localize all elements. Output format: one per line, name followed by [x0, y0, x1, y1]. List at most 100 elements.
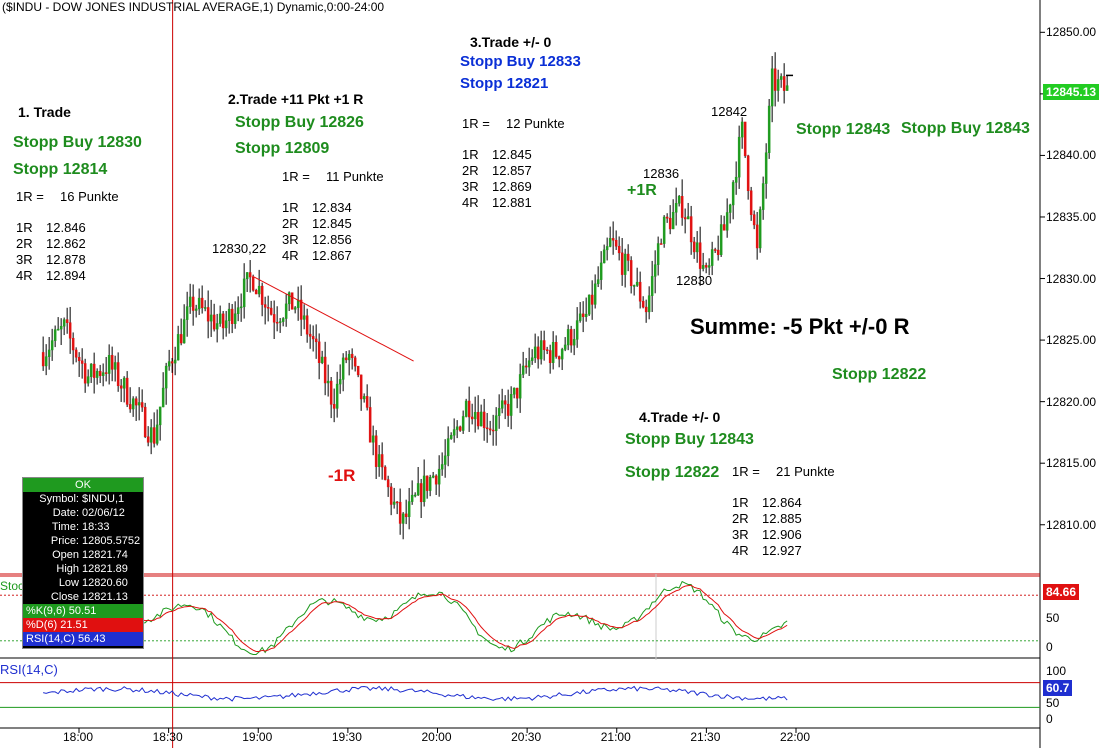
candle	[149, 419, 153, 455]
stoch-k-line	[42, 580, 788, 655]
candle	[134, 396, 138, 421]
r-target-level: 2R	[16, 236, 33, 251]
candle	[398, 488, 402, 535]
candle	[284, 294, 288, 327]
r-target-row: 3R 12.869	[462, 179, 532, 195]
r-target-price: 12.906	[762, 527, 802, 542]
r-target-row: 4R 12.927	[732, 543, 802, 559]
trade3-title: 3.Trade +/- 0	[470, 34, 552, 50]
candle	[311, 325, 315, 352]
candle	[401, 512, 405, 540]
candle	[770, 56, 774, 123]
candle	[503, 395, 507, 420]
r-target-price: 12.867	[312, 248, 352, 263]
time-tick-label: 21:00	[600, 730, 631, 744]
candle	[413, 492, 417, 498]
candle	[479, 404, 483, 427]
rsi-tick-100: 100	[1046, 664, 1067, 678]
candle	[614, 230, 618, 250]
trade4-stopp-buy: Stopp Buy 12843	[625, 431, 754, 448]
r-target-row: 4R 12.867	[282, 248, 352, 264]
candle	[119, 379, 123, 402]
r-target-level: 2R	[462, 163, 479, 178]
candle	[356, 365, 360, 378]
candle	[446, 426, 450, 467]
r-target-level: 1R	[282, 200, 299, 215]
candle	[467, 386, 471, 432]
candle	[773, 52, 777, 107]
candle	[521, 351, 525, 379]
candle	[47, 336, 51, 370]
trade1-stopp-buy: Stopp Buy 12830	[13, 134, 142, 151]
candles-layer	[41, 52, 794, 540]
last-price-tag: 12845.13	[1043, 84, 1100, 101]
candle	[203, 300, 207, 312]
candle	[395, 501, 399, 515]
candle	[440, 452, 444, 476]
candle	[722, 215, 726, 231]
r-target-row: 4R 12.894	[16, 268, 86, 284]
candle	[299, 285, 303, 336]
candle	[590, 280, 594, 320]
candle	[56, 317, 60, 331]
data-window-value: $INDU,1	[82, 493, 125, 505]
r-target-price: 12.894	[46, 268, 86, 283]
candle	[68, 306, 72, 354]
data-window-rsi: RSI(14,C) 56.43	[23, 632, 143, 646]
candle	[98, 364, 102, 384]
candle	[671, 199, 675, 230]
candle	[359, 374, 363, 411]
r-target-price: 12.862	[46, 236, 86, 251]
data-window-d: %D(6) 21.51	[23, 618, 143, 632]
candle	[77, 352, 81, 377]
candle	[635, 267, 639, 287]
candle	[353, 355, 357, 372]
candle	[236, 296, 240, 322]
data-window-row: Price: 12805.5752	[23, 534, 143, 548]
trade2-stopp-buy: Stopp Buy 12826	[235, 114, 364, 131]
candle	[716, 235, 720, 261]
data-window-value: 02/06/12	[82, 507, 125, 519]
candle	[677, 195, 681, 207]
candle	[509, 386, 513, 430]
candle	[668, 205, 672, 235]
candle	[581, 301, 585, 333]
candle	[209, 299, 213, 337]
candle	[287, 291, 291, 311]
data-window-ok[interactable]: OK	[23, 478, 143, 492]
candle	[107, 344, 111, 385]
candle	[92, 352, 96, 394]
price-tick-label: 12850.00	[1046, 25, 1097, 40]
rsi-line	[43, 685, 788, 702]
candle	[224, 311, 228, 337]
plus-1r-label: +1R	[627, 182, 657, 199]
r-target-price: 12.885	[762, 511, 802, 526]
candle	[533, 333, 537, 363]
candle	[782, 63, 786, 104]
r-target-level: 3R	[732, 527, 749, 542]
candle	[575, 307, 579, 348]
r-target-row: 2R 12.885	[732, 511, 802, 527]
candle	[530, 349, 534, 365]
r-target-price: 12.869	[492, 179, 532, 194]
candle	[65, 307, 69, 334]
candle	[482, 398, 486, 441]
data-window-key: Price:	[50, 535, 79, 547]
candle	[374, 430, 378, 480]
r-target-price: 12.857	[492, 163, 532, 178]
candle	[551, 331, 555, 370]
candle	[104, 356, 108, 382]
candle	[329, 376, 333, 419]
r-target-level: 2R	[282, 216, 299, 231]
time-tick-label: 18:00	[63, 730, 94, 744]
candle	[566, 324, 570, 351]
stoch-tick-50: 50	[1046, 611, 1060, 625]
candle	[176, 325, 180, 361]
r-target-level: 2R	[732, 511, 749, 526]
trade4-r-label: 1R =	[732, 464, 760, 479]
candle	[650, 260, 654, 312]
candle	[116, 352, 120, 392]
data-window: OK Symbol: $INDU,1 Date: 02/06/12 Time: 18:33…	[22, 477, 144, 649]
candle	[164, 362, 168, 405]
candle	[776, 69, 780, 102]
